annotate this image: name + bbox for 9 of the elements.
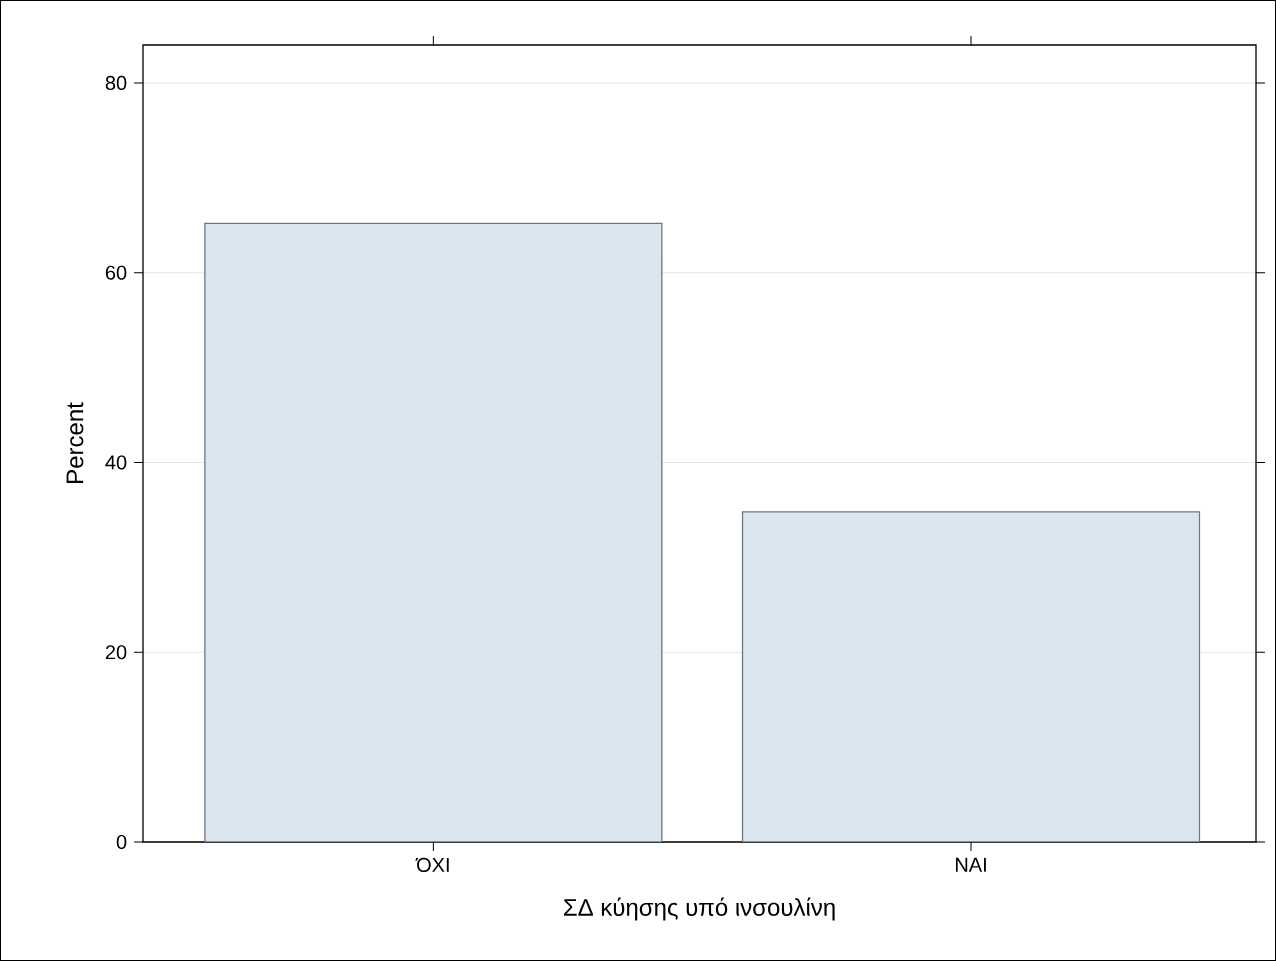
y-tick-label: 20 xyxy=(105,645,127,660)
y-axis-title: Percent xyxy=(66,402,84,483)
x-tick-label: ΝΑΙ xyxy=(956,857,986,872)
y-tick-label: 40 xyxy=(105,455,127,470)
y-tick-label: 60 xyxy=(105,265,127,280)
x-axis-title: ΣΔ κύησης υπό ινσουλίνη xyxy=(564,897,835,921)
y-tick-label: 0 xyxy=(116,834,127,850)
x-tick-label: ΌΧΙ xyxy=(415,857,449,873)
y-tick-label: 80 xyxy=(105,75,127,91)
